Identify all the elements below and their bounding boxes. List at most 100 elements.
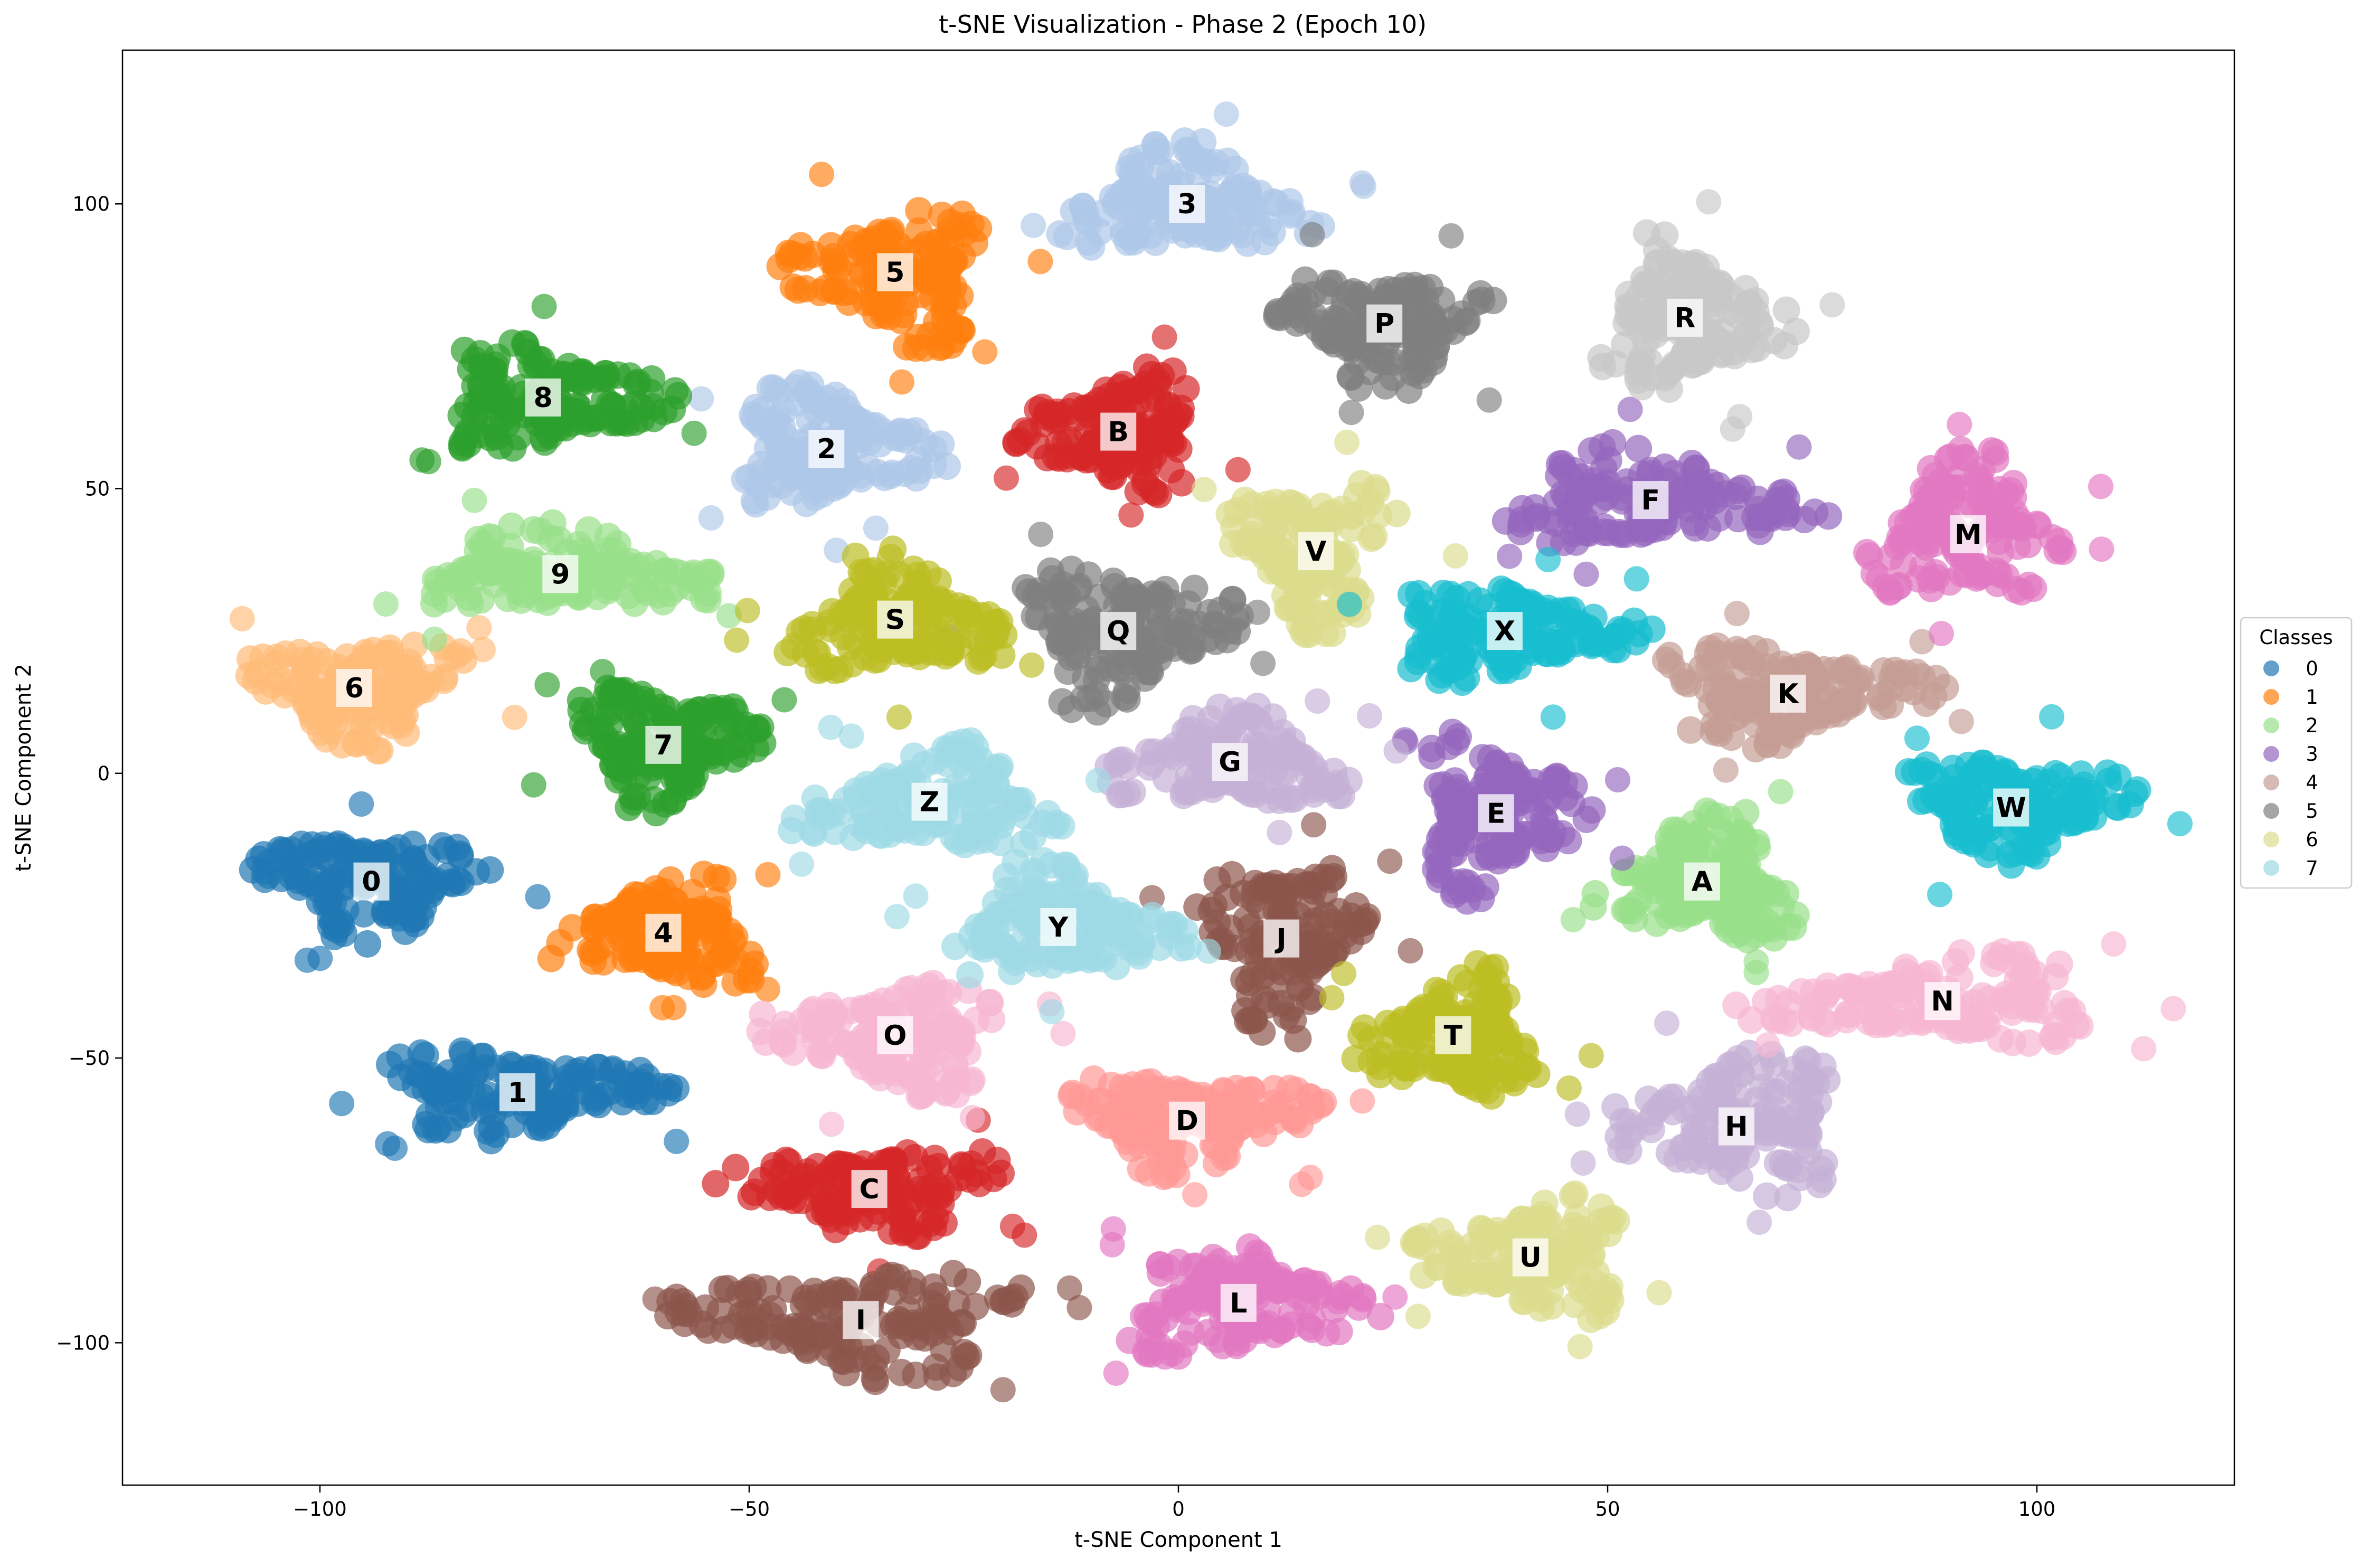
data-point (1708, 339, 1736, 367)
data-point (467, 586, 495, 614)
data-point (1012, 574, 1040, 602)
data-point (662, 1074, 690, 1102)
data-point (1178, 636, 1206, 664)
outlier-point (724, 627, 750, 653)
data-point (1271, 582, 1299, 609)
data-point (884, 1068, 912, 1095)
data-point (779, 464, 807, 492)
data-point (1705, 1144, 1733, 1172)
data-point (791, 275, 819, 303)
data-point (439, 870, 467, 898)
data-point (1203, 866, 1231, 894)
outlier-point (382, 1135, 408, 1161)
data-point (350, 900, 377, 928)
outlier-point (1349, 170, 1375, 196)
data-point (1088, 1087, 1116, 1115)
outlier-point (1334, 429, 1360, 455)
data-point (808, 1042, 836, 1070)
data-point (1903, 501, 1931, 529)
data-point (1178, 1252, 1206, 1280)
data-point (1296, 871, 1324, 899)
data-point (1771, 332, 1798, 360)
outlier-point (1819, 292, 1845, 318)
outlier-point (1564, 1101, 1590, 1127)
outlier-point (1405, 1303, 1431, 1329)
data-point (1311, 933, 1339, 961)
data-point (1158, 589, 1186, 617)
data-point (725, 1280, 753, 1308)
outlier-point (698, 505, 724, 531)
data-point (1742, 298, 1770, 326)
data-point (1419, 348, 1447, 376)
outlier-point (1021, 213, 1046, 238)
data-point (795, 384, 823, 412)
outlier-point (229, 606, 255, 631)
data-point (799, 617, 827, 644)
data-point (1681, 252, 1708, 280)
outlier-point (1301, 812, 1327, 838)
outlier-point (1929, 621, 1954, 647)
data-point (849, 408, 876, 436)
data-point (366, 736, 394, 764)
data-point (1118, 171, 1146, 199)
outlier-point (1713, 757, 1739, 783)
data-point (838, 577, 866, 605)
data-point (407, 879, 435, 906)
data-point (777, 1319, 805, 1347)
data-point (748, 1166, 776, 1194)
outlier-point (1476, 387, 1502, 413)
data-point (848, 602, 876, 630)
data-point (851, 996, 879, 1024)
data-point (931, 1024, 959, 1052)
outlier-point (348, 791, 374, 817)
data-point (1085, 218, 1113, 246)
outlier-point (534, 672, 560, 697)
data-point (1501, 760, 1529, 788)
outlier-point (1245, 599, 1270, 625)
data-point (1149, 1288, 1177, 1316)
outlier-point (1567, 1334, 1593, 1359)
data-point (1390, 1042, 1418, 1070)
data-point (469, 384, 497, 412)
data-point (1252, 740, 1280, 768)
data-point (1229, 528, 1257, 556)
data-point (824, 466, 852, 494)
data-point (710, 1316, 738, 1344)
outlier-point (2160, 996, 2186, 1022)
outlier-point (1297, 1165, 1323, 1190)
data-point (1163, 1075, 1191, 1103)
outlier-point (1556, 1075, 1582, 1101)
data-point (1599, 429, 1627, 457)
outlier-point (307, 946, 333, 971)
data-point (949, 1309, 977, 1337)
data-point (1113, 228, 1141, 256)
data-point (978, 1005, 1006, 1033)
data-point (2045, 950, 2073, 978)
data-point (584, 1053, 612, 1081)
data-point (939, 1260, 967, 1288)
data-point (888, 1358, 915, 1386)
data-point (2014, 995, 2042, 1023)
data-point (1715, 1051, 1743, 1079)
data-point (659, 886, 687, 914)
data-point (1048, 688, 1076, 716)
data-point (1917, 455, 1944, 483)
outlier-point (1786, 434, 1812, 460)
data-point (1405, 997, 1433, 1025)
data-point (1523, 797, 1551, 825)
data-point (1037, 557, 1064, 585)
data-point (1230, 701, 1258, 729)
data-point (1656, 641, 1684, 669)
outlier-point (1377, 848, 1403, 874)
data-point (1177, 1318, 1205, 1346)
data-point (775, 245, 803, 273)
outlier-point (1331, 961, 1356, 986)
data-point (465, 421, 493, 449)
data-point (1007, 1274, 1035, 1302)
data-point (482, 1120, 510, 1148)
outlier-point (2131, 1036, 2157, 1062)
data-point (305, 696, 333, 724)
data-point (1726, 820, 1754, 847)
data-point (1267, 1266, 1295, 1294)
